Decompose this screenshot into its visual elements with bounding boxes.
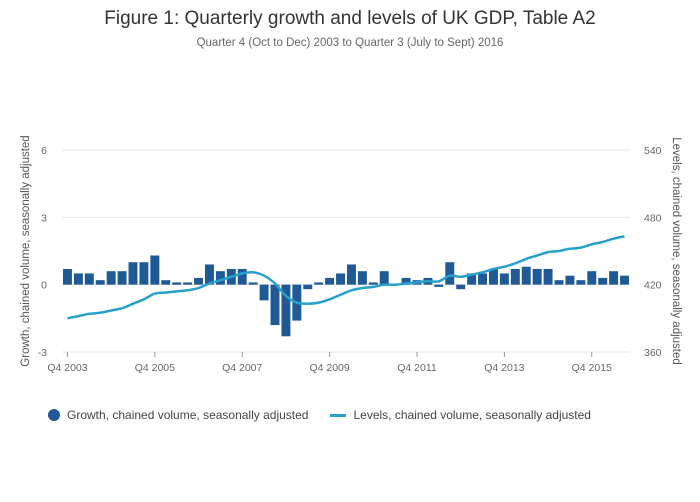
growth-bar[interactable]: [303, 284, 313, 290]
growth-bar[interactable]: [95, 280, 105, 285]
x-tick-label: Q4 2005: [135, 362, 175, 374]
gridlines: [62, 149, 630, 353]
growth-bar[interactable]: [510, 268, 520, 285]
growth-bar[interactable]: [445, 262, 455, 285]
x-tick-label: Q4 2007: [222, 362, 262, 374]
growth-bar[interactable]: [314, 282, 324, 285]
growth-bar[interactable]: [587, 271, 597, 285]
y2-tick-label: 420: [644, 280, 662, 292]
x-tick-label: Q4 2011: [397, 362, 437, 374]
legend-marker-levels: [330, 413, 347, 417]
growth-bar[interactable]: [281, 284, 291, 337]
chart-title: Figure 1: Quarterly growth and levels of…: [104, 8, 596, 29]
growth-bar[interactable]: [325, 277, 335, 285]
growth-bar[interactable]: [270, 284, 280, 326]
y-tick-label: 0: [41, 280, 47, 292]
y-axis-title: Growth, chained volume, seasonally adjus…: [20, 135, 32, 366]
growth-bar[interactable]: [368, 282, 378, 285]
x-axis: Q4 2003 Q4 2005 Q4 2007 Q4 2009 Q4 2011 Q4 20…: [47, 352, 612, 374]
growth-bar[interactable]: [84, 273, 94, 285]
y-axis-right: 360 420 480 540: [644, 145, 662, 359]
growth-bar[interactable]: [379, 271, 389, 285]
growth-bar[interactable]: [401, 277, 411, 285]
growth-bar[interactable]: [478, 273, 488, 285]
x-tick-label: Q4 2013: [484, 362, 524, 374]
growth-bar[interactable]: [499, 273, 509, 285]
growth-bar[interactable]: [336, 273, 346, 285]
growth-bar[interactable]: [620, 275, 630, 285]
growth-bar[interactable]: [456, 284, 466, 290]
growth-bar[interactable]: [598, 277, 608, 285]
x-tick-label: Q4 2003: [47, 362, 87, 374]
growth-bar[interactable]: [106, 271, 116, 285]
y-tick-label: 6: [41, 145, 47, 157]
y-tick-label: -3: [38, 347, 47, 359]
y-tick-label: 3: [41, 212, 47, 224]
growth-bar[interactable]: [194, 277, 204, 285]
growth-bar[interactable]: [532, 268, 542, 285]
legend-marker-growth: [48, 409, 60, 421]
growth-bar[interactable]: [248, 282, 258, 285]
growth-bar[interactable]: [554, 280, 564, 285]
growth-bar[interactable]: [521, 266, 531, 285]
y2-tick-label: 540: [644, 145, 662, 157]
growth-bar[interactable]: [73, 273, 83, 285]
growth-bar[interactable]: [467, 273, 477, 285]
x-tick-label: Q4 2015: [572, 362, 612, 374]
growth-bar[interactable]: [357, 271, 367, 285]
legend-item-growth[interactable]: Growth, chained volume, seasonally adjus…: [48, 408, 308, 422]
growth-bar[interactable]: [150, 255, 160, 285]
y2-tick-label: 360: [644, 347, 662, 359]
x-tick-label: Q4 2009: [309, 362, 349, 374]
growth-bar[interactable]: [565, 275, 575, 285]
legend-item-levels[interactable]: Levels, chained volume, seasonally adjus…: [330, 408, 591, 422]
growth-bar[interactable]: [237, 268, 247, 285]
growth-bar[interactable]: [259, 284, 269, 301]
growth-bar[interactable]: [576, 280, 586, 285]
growth-bar[interactable]: [434, 284, 444, 287]
growth-bar[interactable]: [543, 268, 553, 285]
growth-bar[interactable]: [488, 268, 498, 285]
growth-bar[interactable]: [117, 271, 127, 285]
legend: Growth, chained volume, seasonally adjus…: [48, 408, 613, 422]
growth-bar[interactable]: [215, 271, 225, 285]
growth-bar[interactable]: [204, 264, 214, 285]
y-axis-left: -3 0 3 6: [38, 145, 48, 359]
growth-bar[interactable]: [128, 262, 138, 285]
legend-label-growth: Growth, chained volume, seasonally adjus…: [67, 408, 309, 422]
y2-axis-title: Levels, chained volume, seasonally adjus…: [670, 137, 682, 365]
levels-line: [67, 235, 625, 320]
growth-bar[interactable]: [183, 282, 193, 285]
growth-bar[interactable]: [609, 271, 619, 285]
legend-label-levels: Levels, chained volume, seasonally adjus…: [353, 408, 591, 422]
growth-bar[interactable]: [346, 264, 356, 285]
growth-bar[interactable]: [172, 282, 182, 285]
chart-subtitle: Quarter 4 (Oct to Dec) 2003 to Quarter 3…: [196, 37, 504, 49]
growth-bar[interactable]: [62, 268, 72, 285]
y2-tick-label: 480: [644, 212, 662, 224]
growth-bar[interactable]: [139, 262, 149, 285]
growth-bar[interactable]: [161, 280, 171, 285]
